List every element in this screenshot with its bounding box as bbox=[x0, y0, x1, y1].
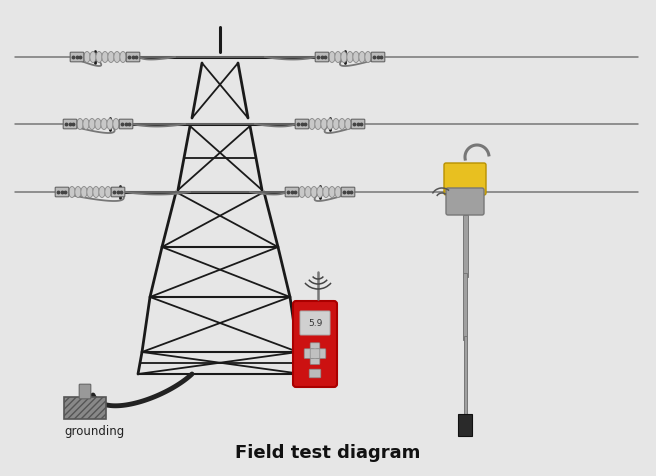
FancyBboxPatch shape bbox=[63, 120, 77, 129]
FancyBboxPatch shape bbox=[79, 385, 91, 399]
Ellipse shape bbox=[96, 52, 102, 63]
Bar bbox=[463, 273, 467, 340]
Ellipse shape bbox=[75, 187, 81, 198]
Ellipse shape bbox=[89, 119, 95, 130]
FancyBboxPatch shape bbox=[310, 355, 320, 365]
Ellipse shape bbox=[311, 187, 317, 198]
Ellipse shape bbox=[114, 52, 120, 63]
Ellipse shape bbox=[315, 119, 321, 130]
FancyBboxPatch shape bbox=[119, 120, 133, 129]
Ellipse shape bbox=[69, 187, 75, 198]
FancyBboxPatch shape bbox=[371, 53, 385, 63]
Ellipse shape bbox=[339, 119, 345, 130]
FancyBboxPatch shape bbox=[55, 188, 69, 198]
Bar bbox=[458, 414, 472, 436]
Text: 5.9: 5.9 bbox=[308, 319, 322, 328]
FancyBboxPatch shape bbox=[310, 343, 320, 353]
Ellipse shape bbox=[99, 187, 105, 198]
Ellipse shape bbox=[309, 119, 315, 130]
FancyBboxPatch shape bbox=[446, 188, 484, 216]
Ellipse shape bbox=[81, 187, 87, 198]
Text: Field test diagram: Field test diagram bbox=[236, 443, 420, 461]
Bar bbox=[462, 216, 468, 278]
Ellipse shape bbox=[321, 119, 327, 130]
Ellipse shape bbox=[327, 119, 333, 130]
Ellipse shape bbox=[107, 119, 113, 130]
Ellipse shape bbox=[333, 119, 339, 130]
Ellipse shape bbox=[77, 119, 83, 130]
FancyBboxPatch shape bbox=[351, 120, 365, 129]
Ellipse shape bbox=[317, 187, 323, 198]
Ellipse shape bbox=[365, 52, 371, 63]
FancyBboxPatch shape bbox=[310, 349, 320, 358]
FancyBboxPatch shape bbox=[285, 188, 298, 198]
Ellipse shape bbox=[359, 52, 365, 63]
Ellipse shape bbox=[95, 119, 101, 130]
FancyBboxPatch shape bbox=[315, 53, 329, 63]
FancyBboxPatch shape bbox=[112, 188, 125, 198]
Text: grounding: grounding bbox=[64, 424, 124, 437]
Bar bbox=[64, 397, 106, 419]
Ellipse shape bbox=[101, 119, 107, 130]
Ellipse shape bbox=[108, 52, 114, 63]
FancyBboxPatch shape bbox=[316, 349, 326, 358]
Ellipse shape bbox=[305, 187, 311, 198]
Ellipse shape bbox=[329, 187, 335, 198]
FancyBboxPatch shape bbox=[70, 53, 84, 63]
FancyBboxPatch shape bbox=[126, 53, 140, 63]
Ellipse shape bbox=[120, 52, 126, 63]
Ellipse shape bbox=[335, 52, 341, 63]
Ellipse shape bbox=[90, 52, 96, 63]
Ellipse shape bbox=[113, 119, 119, 130]
Ellipse shape bbox=[347, 52, 353, 63]
FancyBboxPatch shape bbox=[444, 164, 486, 196]
Ellipse shape bbox=[299, 187, 305, 198]
Ellipse shape bbox=[341, 52, 347, 63]
FancyBboxPatch shape bbox=[304, 349, 314, 358]
Ellipse shape bbox=[102, 52, 108, 63]
Ellipse shape bbox=[105, 187, 111, 198]
Ellipse shape bbox=[87, 187, 93, 198]
Ellipse shape bbox=[345, 119, 351, 130]
Ellipse shape bbox=[323, 187, 329, 198]
FancyBboxPatch shape bbox=[341, 188, 355, 198]
Ellipse shape bbox=[335, 187, 341, 198]
FancyBboxPatch shape bbox=[309, 369, 321, 378]
Ellipse shape bbox=[93, 187, 99, 198]
FancyBboxPatch shape bbox=[300, 311, 330, 335]
Bar bbox=[464, 336, 466, 416]
Ellipse shape bbox=[353, 52, 359, 63]
Ellipse shape bbox=[83, 119, 89, 130]
FancyBboxPatch shape bbox=[295, 120, 309, 129]
Ellipse shape bbox=[329, 52, 335, 63]
FancyBboxPatch shape bbox=[293, 301, 337, 387]
Ellipse shape bbox=[84, 52, 90, 63]
